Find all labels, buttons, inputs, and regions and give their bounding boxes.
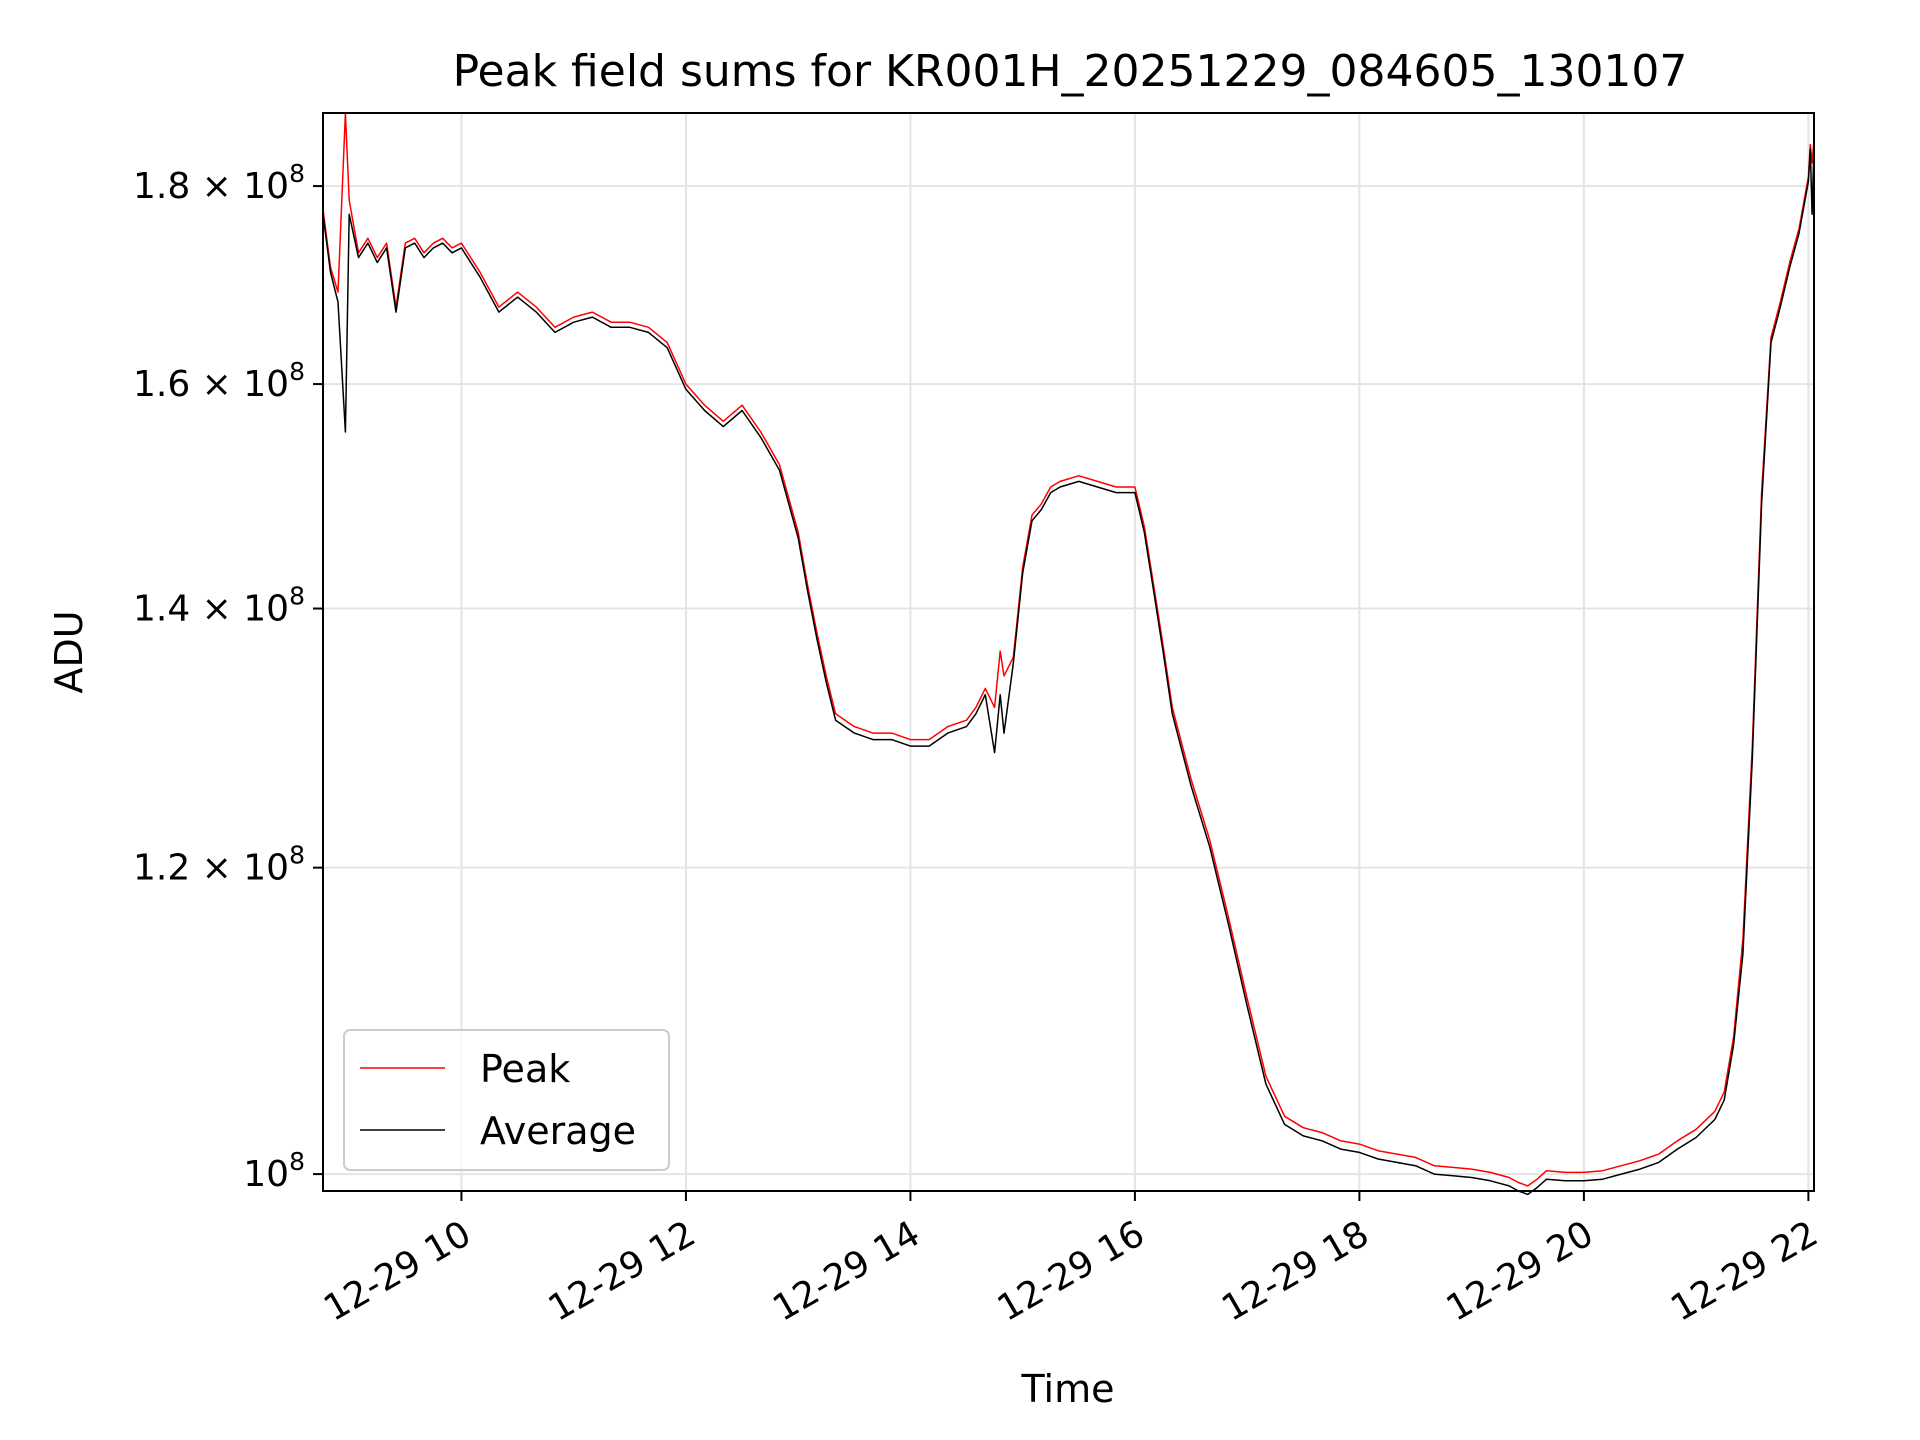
legend-label-average: Average xyxy=(480,1109,636,1153)
legend-label-peak: Peak xyxy=(480,1047,570,1091)
plot-frame xyxy=(322,112,1815,1192)
y-tick-mantissa: 1.2 × 10 xyxy=(133,848,289,889)
y-tick-exponent: 8 xyxy=(289,357,305,386)
x-axis-title: Time xyxy=(1021,1367,1115,1411)
y-tick-label: 1.2 × 108 xyxy=(133,841,305,889)
y-tick-mantissa: 1.4 × 10 xyxy=(133,589,289,630)
y-tick-label: 1.6 × 108 xyxy=(133,357,305,405)
chart-title: Peak field sums for KR001H_20251229_0846… xyxy=(453,46,1688,97)
y-tick-mantissa: 1.8 × 10 xyxy=(133,166,289,207)
y-axis-title: ADU xyxy=(47,610,91,693)
y-tick-mantissa: 10 xyxy=(243,1154,289,1195)
y-tick-exponent: 8 xyxy=(289,841,305,870)
series-line-average xyxy=(322,144,1815,1196)
y-tick-exponent: 8 xyxy=(289,159,305,188)
y-tick-mantissa: 1.6 × 10 xyxy=(133,364,289,405)
y-tick-label: 1.4 × 108 xyxy=(133,582,305,630)
y-tick-label: 1.8 × 108 xyxy=(133,159,305,207)
grid-lines xyxy=(323,113,1814,1191)
y-tick-label: 108 xyxy=(243,1147,305,1195)
y-tick-exponent: 8 xyxy=(289,1147,305,1176)
y-tick-exponent: 8 xyxy=(289,582,305,611)
series-line-peak xyxy=(322,112,1815,1187)
legend: Peak Average xyxy=(343,1029,670,1171)
plot-series xyxy=(322,112,1815,1196)
legend-box xyxy=(343,1029,670,1171)
